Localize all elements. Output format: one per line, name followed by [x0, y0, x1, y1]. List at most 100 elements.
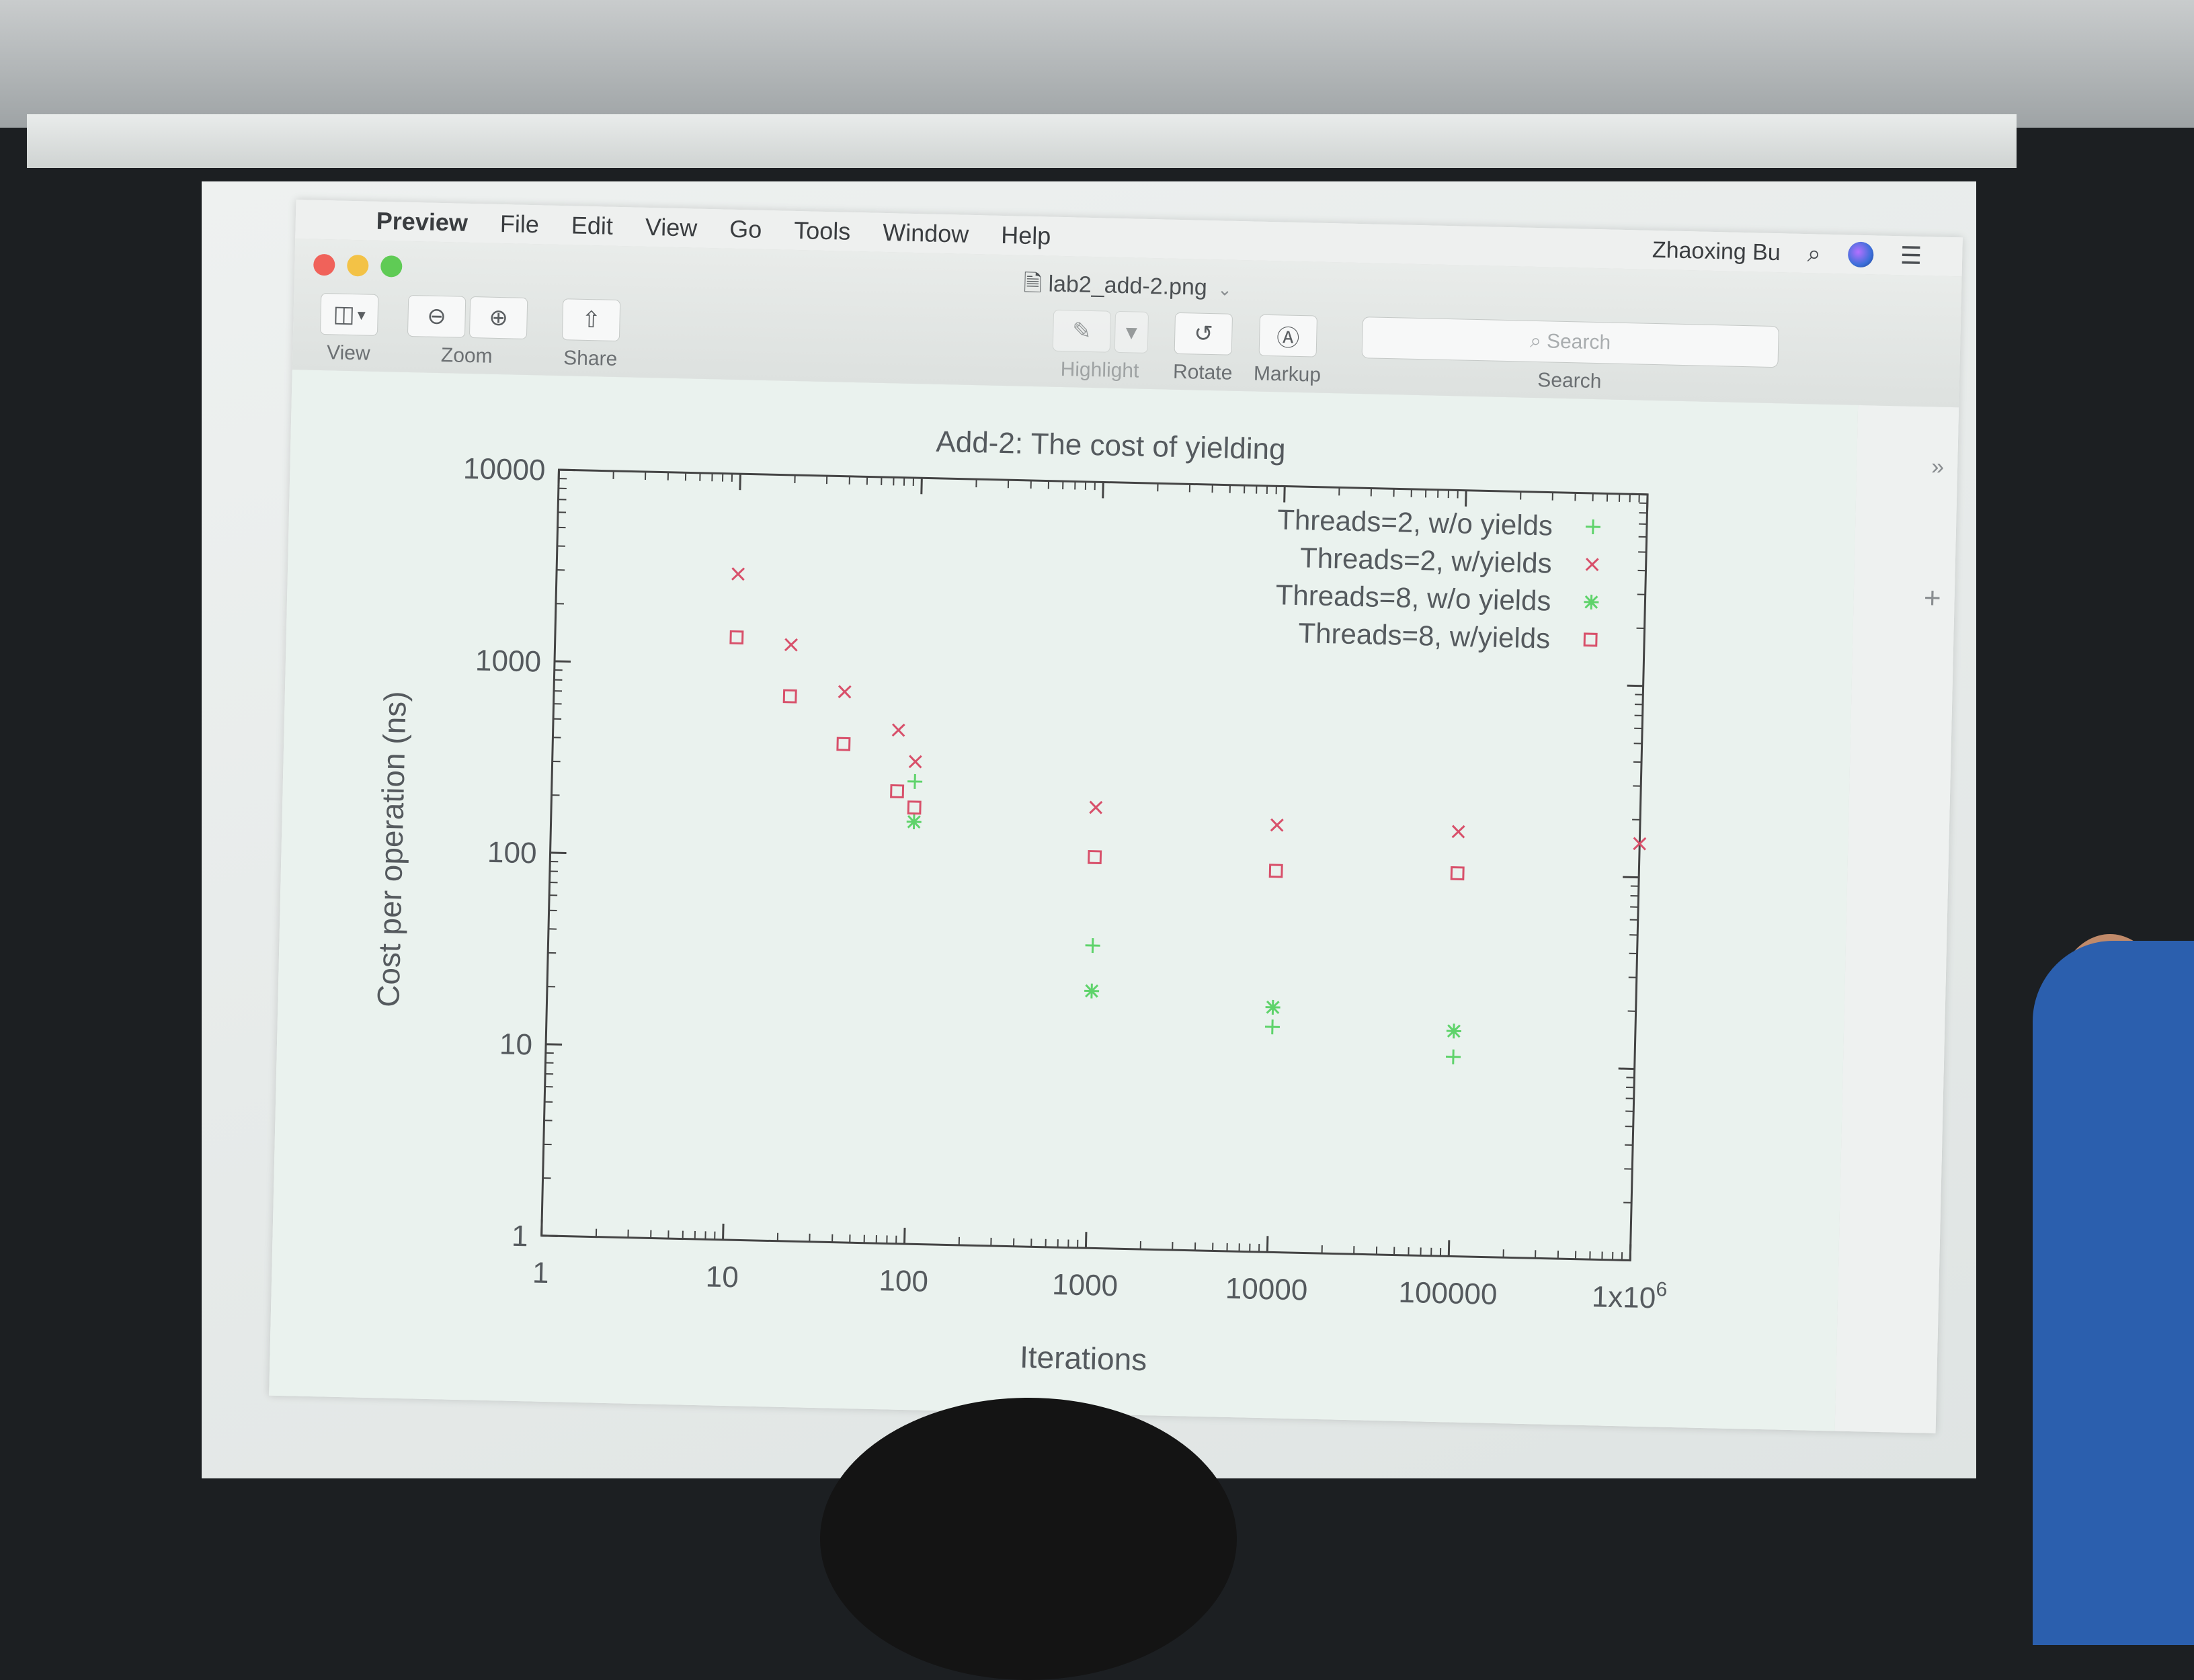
- siri-icon[interactable]: [1848, 241, 1874, 267]
- x-major-tick: [1466, 491, 1467, 507]
- x-tick-label: 1x106: [1591, 1277, 1667, 1315]
- chevron-down-icon[interactable]: ⌄: [1217, 279, 1232, 299]
- menubar-status-area: Zhaoxing Bu ⌕ ☰: [1652, 230, 1922, 276]
- x-tick-label: 1000: [1052, 1268, 1119, 1302]
- chevron-down-icon: ▾: [1125, 319, 1137, 345]
- data-point-series-2: [1453, 826, 1465, 838]
- y-axis-label: Cost per operation (ns): [370, 691, 413, 1008]
- data-point-series-2: [785, 639, 797, 651]
- legend-label: Threads=2, w/o yields: [1277, 503, 1553, 541]
- search-input[interactable]: ⌕ Search: [1362, 317, 1779, 368]
- menu-view[interactable]: View: [645, 213, 697, 243]
- menu-preview[interactable]: Preview: [376, 207, 468, 237]
- data-point-series-3: [1265, 1000, 1280, 1015]
- zoom-in-icon: ⊕: [489, 304, 508, 332]
- y-major-tick: [1614, 1260, 1630, 1261]
- highlight-group: ✎ ▾ Highlight: [1052, 310, 1149, 383]
- zoom-out-button[interactable]: ⊖: [407, 295, 466, 338]
- data-point-series-4: [908, 802, 920, 814]
- menu-go[interactable]: Go: [729, 215, 762, 244]
- x-major-tick: [1267, 1236, 1268, 1252]
- menu-file[interactable]: File: [499, 210, 539, 239]
- highlight-options-button[interactable]: ▾: [1114, 311, 1149, 353]
- x-tick-label: 100: [879, 1264, 929, 1298]
- user-name-menu[interactable]: Zhaoxing Bu: [1652, 237, 1781, 265]
- legend-label: Threads=8, w/yields: [1298, 617, 1551, 654]
- data-point-series-2: [909, 755, 922, 767]
- data-point-series-1: [1085, 938, 1100, 953]
- preview-window: Preview File Edit View Go Tools Window H…: [269, 200, 1963, 1433]
- data-point-series-4: [784, 690, 796, 702]
- markup-button[interactable]: Ⓐ: [1259, 314, 1317, 358]
- document-icon: 🗎: [1023, 271, 1042, 297]
- sidebar-layout-icon: ◫: [333, 300, 355, 328]
- chevron-double-right-icon[interactable]: »: [1931, 454, 1945, 480]
- data-point-series-3: [1084, 983, 1099, 998]
- share-button[interactable]: ⇧: [562, 298, 620, 341]
- search-icon: ⌕: [1530, 330, 1542, 353]
- y-tick-label: 1: [512, 1220, 529, 1253]
- projector-screen-housing: [27, 114, 2017, 168]
- rotate-group: ↺ Rotate: [1173, 312, 1234, 385]
- share-group: ⇧ Share: [561, 298, 620, 371]
- y-tick-label: 10: [499, 1027, 533, 1061]
- search-label: Search: [1537, 369, 1602, 393]
- y-major-tick: [1623, 877, 1639, 878]
- data-point-series-4: [1089, 851, 1101, 864]
- data-point-series-4: [1270, 865, 1282, 877]
- markup-group: Ⓐ Markup: [1254, 314, 1322, 387]
- x-tick-label: 100000: [1398, 1276, 1498, 1311]
- menu-tools[interactable]: Tools: [794, 216, 851, 246]
- legend-marker: [1586, 519, 1600, 534]
- data-point-series-2: [893, 724, 905, 736]
- data-point-series-1: [1265, 1019, 1280, 1034]
- data-point-series-2: [1271, 819, 1283, 831]
- x-tick-label: 10: [705, 1260, 739, 1294]
- data-point-series-2: [1090, 802, 1102, 814]
- y-major-tick: [555, 661, 571, 662]
- rotate-label: Rotate: [1173, 361, 1233, 385]
- data-point-series-4: [891, 786, 903, 798]
- highlight-button[interactable]: ✎: [1053, 310, 1111, 353]
- legend-marker: [1584, 634, 1596, 646]
- x-tick-label: 1: [532, 1256, 550, 1290]
- data-point-series-4: [731, 631, 743, 643]
- data-point-series-4: [838, 738, 850, 750]
- share-icon: ⇧: [581, 306, 601, 334]
- zoom-out-icon: ⊖: [427, 303, 446, 331]
- rotate-icon: ↺: [1194, 320, 1213, 347]
- x-tick-label: 10000: [1225, 1272, 1307, 1307]
- y-tick-label: 1000: [475, 644, 542, 678]
- search-placeholder: Search: [1547, 330, 1611, 354]
- data-point-series-1: [1446, 1049, 1461, 1064]
- menu-edit[interactable]: Edit: [571, 211, 613, 240]
- audience-head: [820, 1398, 1237, 1680]
- y-tick-label: 100: [487, 836, 538, 870]
- view-group: ◫ ▾ View: [319, 293, 378, 366]
- data-point-series-1: [907, 774, 922, 789]
- menu-window[interactable]: Window: [883, 218, 969, 249]
- zoom-group: ⊖ ⊕ Zoom: [407, 295, 528, 369]
- plus-icon[interactable]: +: [1923, 581, 1941, 616]
- data-point-series-2: [732, 568, 744, 580]
- chevron-down-icon: ▾: [357, 305, 366, 325]
- highlighter-icon: ✎: [1072, 317, 1092, 345]
- x-axis-label: Iterations: [1020, 1339, 1147, 1377]
- zoom-in-button[interactable]: ⊕: [469, 296, 528, 339]
- rotate-button[interactable]: ↺: [1174, 312, 1233, 355]
- menu-help[interactable]: Help: [1001, 221, 1051, 251]
- document-title-text: lab2_add-2.png: [1048, 271, 1207, 300]
- data-point-series-4: [1451, 868, 1463, 880]
- search-icon[interactable]: ⌕: [1807, 239, 1821, 268]
- search-group: ⌕ Search Search: [1361, 317, 1779, 397]
- share-label: Share: [563, 347, 618, 371]
- data-point-series-3: [906, 814, 921, 829]
- x-major-tick: [1630, 1245, 1631, 1261]
- x-major-tick: [904, 1228, 905, 1244]
- legend-marker: [1584, 595, 1598, 610]
- notification-center-icon[interactable]: ☰: [1900, 241, 1922, 270]
- view-button[interactable]: ◫ ▾: [320, 293, 378, 336]
- y-major-tick: [1627, 685, 1643, 686]
